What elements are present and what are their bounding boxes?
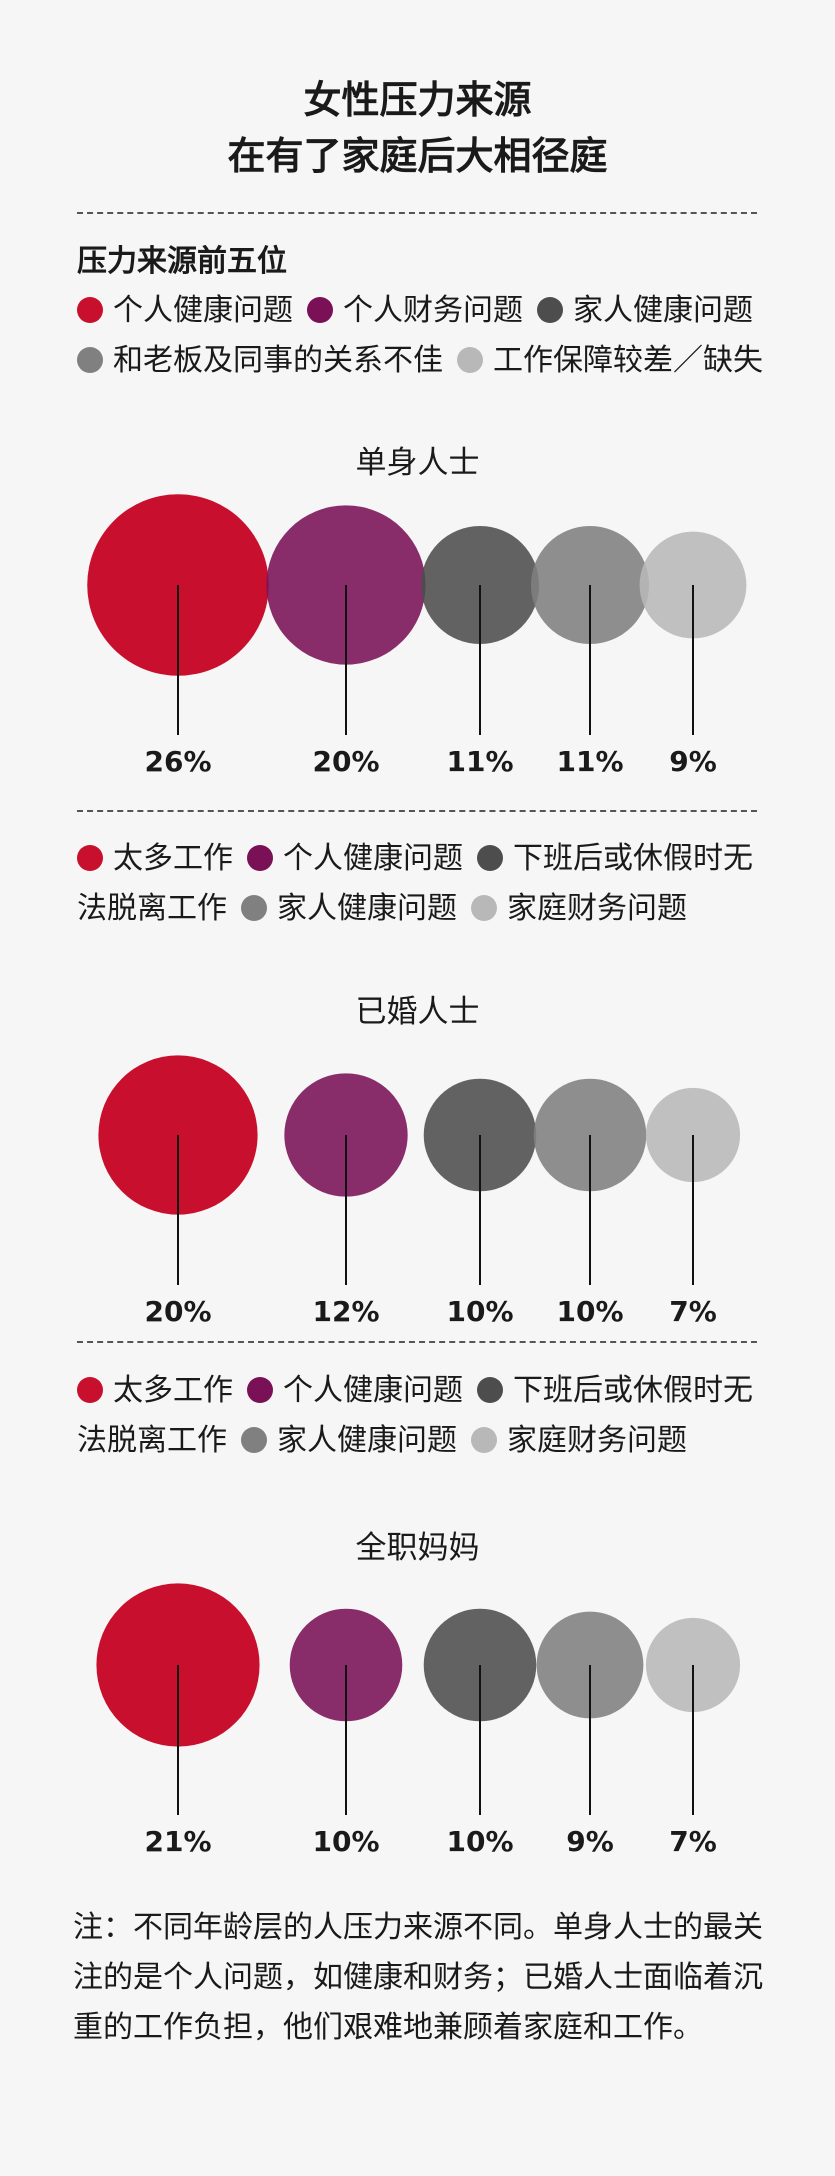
bubble-3 [420, 525, 540, 645]
legend-item: 个人财务问题 [307, 293, 523, 328]
legend-label: 家人健康问题 [573, 293, 753, 328]
legend-label: 家人健康问题 [277, 1423, 457, 1458]
value-label: 9% [669, 745, 717, 778]
bubble-chart-single: 26% 20% 11% 11% 9% [87, 494, 747, 778]
value-label: 11% [556, 745, 623, 778]
legend-dot-icon [477, 1377, 503, 1403]
value-label: 10% [446, 1825, 513, 1858]
legend-dot-icon [247, 1377, 273, 1403]
divider [77, 212, 757, 214]
group-label-single: 单身人士 [355, 445, 480, 481]
divider [77, 1341, 757, 1343]
legend-item: 家人健康问题 [241, 1423, 457, 1458]
legend-label: 下班后或休假时无法脱离工作 [77, 1373, 753, 1458]
legend-dot-icon [457, 347, 483, 373]
bubble-4 [530, 525, 650, 645]
legend-dot-icon [247, 845, 273, 871]
subtitle: 压力来源前五位 [77, 244, 287, 279]
value-label: 10% [556, 1295, 623, 1328]
legend-dot-icon [77, 297, 103, 323]
value-label: 11% [446, 745, 513, 778]
bubble-chart-fulltime-mom: 21% 10% 10% 9% 7% [96, 1583, 741, 1858]
group-label-married: 已婚人士 [355, 994, 480, 1030]
legend-dot-icon [77, 1377, 103, 1403]
group-label-fulltime-mom: 全职妈妈 [355, 1530, 480, 1566]
legend-dot-icon [77, 347, 103, 373]
legend-label: 和老板及同事的关系不佳 [113, 343, 443, 378]
legend-dot-icon [307, 297, 333, 323]
title-line-1: 女性压力来源 [303, 78, 532, 122]
legend-item: 太多工作 [77, 1373, 233, 1408]
legend-item: 家人健康问题 [537, 293, 753, 328]
legend-item: 个人健康问题 [247, 1373, 463, 1408]
value-label: 12% [312, 1295, 379, 1328]
legend-label: 太多工作 [113, 1373, 233, 1408]
divider [77, 810, 757, 812]
value-label: 20% [312, 745, 379, 778]
legend-label: 家庭财务问题 [507, 1423, 687, 1458]
legend-label: 下班后或休假时无法脱离工作 [77, 841, 753, 926]
legend-dot-icon [241, 895, 267, 921]
value-label: 7% [669, 1825, 717, 1858]
legend-dot-icon [537, 297, 563, 323]
value-label: 9% [566, 1825, 614, 1858]
legend-item: 家庭财务问题 [471, 1423, 687, 1458]
legend-item: 和老板及同事的关系不佳 [77, 343, 443, 378]
legend-fulltime-mom: 太多工作 个人健康问题 下班后或休假时无法脱离工作 家人健康问题 家庭财务问题 [77, 1366, 767, 1466]
value-label: 21% [144, 1825, 211, 1858]
legend-item: 太多工作 [77, 841, 233, 876]
legend-dot-icon [471, 895, 497, 921]
value-label: 10% [312, 1825, 379, 1858]
legend-item: 个人健康问题 [247, 841, 463, 876]
legend-dot-icon [77, 845, 103, 871]
legend-married: 太多工作 个人健康问题 下班后或休假时无法脱离工作 家人健康问题 家庭财务问题 [77, 834, 767, 934]
legend-label: 个人财务问题 [343, 293, 523, 328]
legend-label: 家人健康问题 [277, 891, 457, 926]
legend-single: 个人健康问题 个人财务问题 家人健康问题和老板及同事的关系不佳 工作保障较差／缺失 [77, 286, 767, 386]
legend-label: 太多工作 [113, 841, 233, 876]
legend-item: 个人健康问题 [77, 293, 293, 328]
footnote: 注：不同年龄层的人压力来源不同。单身人士的最关注的是个人问题，如健康和财务；已婚… [73, 1910, 763, 2045]
legend-label: 家庭财务问题 [507, 891, 687, 926]
title-line-2: 在有了家庭后大相径庭 [227, 134, 608, 178]
legend-label: 个人健康问题 [283, 841, 463, 876]
legend-label: 个人健康问题 [113, 293, 293, 328]
value-label: 20% [144, 1295, 211, 1328]
value-label: 10% [446, 1295, 513, 1328]
legend-label: 个人健康问题 [283, 1373, 463, 1408]
legend-item: 下班后或休假时无法脱离工作 [77, 841, 753, 926]
bubble-chart-married: 20% 12% 10% 10% 7% [98, 1055, 741, 1328]
legend-dot-icon [477, 845, 503, 871]
legend-item: 下班后或休假时无法脱离工作 [77, 1373, 753, 1458]
legend-label: 工作保障较差／缺失 [493, 343, 763, 378]
legend-item: 家庭财务问题 [471, 891, 687, 926]
legend-item: 家人健康问题 [241, 891, 457, 926]
legend-item: 工作保障较差／缺失 [457, 343, 763, 378]
value-label: 7% [669, 1295, 717, 1328]
value-label: 26% [144, 745, 211, 778]
legend-dot-icon [241, 1427, 267, 1453]
legend-dot-icon [471, 1427, 497, 1453]
